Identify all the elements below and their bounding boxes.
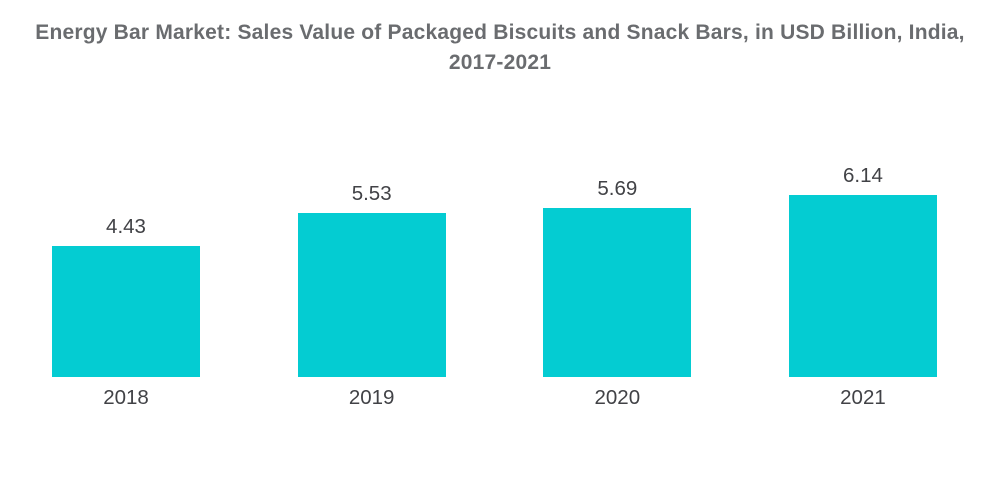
bar-2018 (52, 246, 200, 377)
bar-zone: 5.53 (297, 79, 446, 377)
value-label-2020: 5.69 (597, 177, 638, 200)
axis-label-2018: 2018 (103, 386, 149, 409)
bar-group-2021: 6.14 2021 (788, 79, 937, 410)
bar-2019 (297, 213, 446, 377)
bar-group-2020: 5.69 2020 (543, 79, 692, 410)
bar-group-2019: 5.53 2019 (297, 79, 446, 410)
axis-label-2019: 2019 (348, 386, 395, 409)
bar-2021 (788, 195, 937, 377)
chart-title-line-1: Energy Bar Market: Sales Value of Packag… (35, 21, 965, 44)
value-label-2018: 4.43 (106, 215, 146, 238)
bar-zone: 5.69 (543, 79, 692, 377)
axis-label-2021: 2021 (840, 386, 886, 409)
bar-zone: 4.43 (52, 79, 200, 377)
chart-title: Energy Bar Market: Sales Value of Packag… (0, 0, 1000, 78)
value-label-2021: 6.14 (843, 164, 883, 187)
value-label-2019: 5.53 (351, 182, 392, 205)
chart-title-line-2: 2017-2021 (448, 51, 552, 74)
bar-group-2018: 4.43 2018 (52, 79, 200, 410)
bar-chart: 4.43 2018 5.53 2019 5.69 2020 6.14 (0, 79, 1000, 410)
axis-label-2020: 2020 (594, 386, 641, 409)
bar-2020 (543, 208, 692, 377)
bar-zone: 6.14 (788, 79, 937, 377)
